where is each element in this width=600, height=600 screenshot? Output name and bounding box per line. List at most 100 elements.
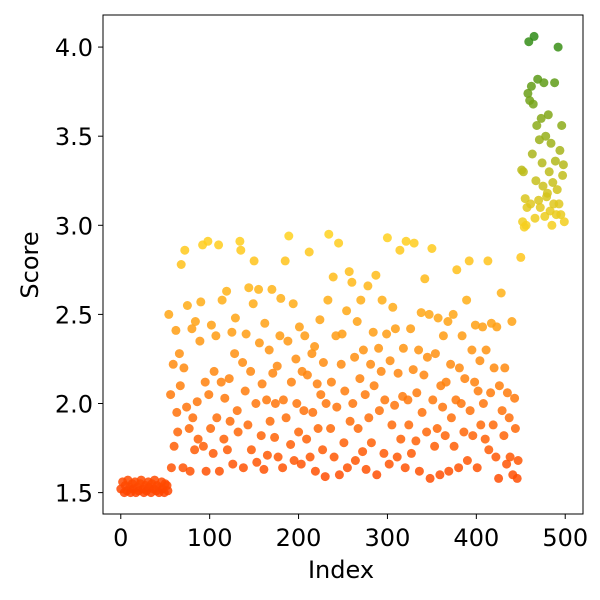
data-point [252, 457, 262, 467]
data-point [553, 42, 563, 52]
data-point [286, 377, 296, 387]
data-point [419, 370, 429, 380]
data-point [414, 466, 424, 476]
data-point [371, 270, 381, 280]
data-point [294, 427, 304, 437]
data-point [291, 354, 301, 364]
data-point [456, 399, 466, 408]
data-point [484, 445, 494, 455]
data-point [342, 306, 352, 316]
data-point [430, 441, 440, 451]
data-point [454, 463, 464, 473]
data-point [203, 236, 213, 246]
data-point [320, 472, 330, 482]
data-point [534, 195, 544, 205]
data-point [380, 395, 390, 405]
data-point [305, 452, 315, 462]
data-point [312, 379, 322, 389]
data-point [444, 466, 454, 476]
data-point [216, 377, 226, 387]
data-point [470, 320, 480, 330]
data-point [366, 438, 376, 448]
data-point [481, 345, 491, 355]
data-point [344, 267, 354, 277]
data-point [232, 406, 242, 416]
data-point [241, 329, 251, 339]
data-point [249, 256, 259, 266]
data-point [505, 452, 515, 462]
data-point [364, 413, 374, 423]
data-point [427, 244, 437, 253]
data-point [472, 463, 482, 473]
data-point [492, 322, 502, 332]
data-point [400, 463, 410, 473]
data-point [257, 379, 267, 389]
data-point [299, 406, 309, 416]
data-point [339, 438, 349, 448]
data-point [377, 295, 387, 305]
data-point [219, 434, 229, 444]
data-point [310, 466, 320, 476]
data-point [382, 233, 392, 243]
data-point [546, 138, 556, 148]
data-point [286, 440, 296, 449]
data-point [265, 416, 275, 426]
data-point [369, 381, 379, 391]
data-point [321, 399, 331, 408]
data-point [547, 220, 557, 230]
data-point [372, 470, 382, 480]
data-point [310, 342, 320, 351]
data-point [510, 424, 520, 433]
data-point [424, 309, 434, 319]
data-point [454, 363, 464, 373]
data-point [176, 260, 186, 269]
data-point [527, 149, 537, 159]
data-point [208, 448, 218, 458]
y-tick-label: 2.5 [55, 301, 93, 329]
data-point [438, 331, 448, 341]
data-point [192, 397, 202, 407]
data-point [164, 309, 174, 319]
data-point [384, 459, 394, 469]
data-point [542, 188, 552, 198]
data-point [489, 363, 499, 373]
data-point [307, 349, 317, 359]
data-point [174, 349, 184, 359]
data-point [499, 431, 509, 441]
data-point [225, 416, 235, 426]
data-point [462, 456, 472, 465]
data-point [502, 459, 512, 469]
data-point [528, 99, 538, 109]
y-axis: 1.5 2.0 2.5 3.0 3.5 4.0 [55, 34, 103, 508]
data-point [182, 301, 192, 310]
data-point [187, 324, 197, 334]
data-point [379, 448, 389, 458]
data-point [323, 295, 333, 305]
data-point [358, 447, 368, 457]
data-point [212, 413, 222, 423]
data-point [230, 349, 240, 359]
data-point [324, 229, 334, 239]
data-point [497, 406, 507, 416]
data-point [355, 374, 365, 384]
data-point [513, 456, 523, 465]
data-point [385, 356, 395, 366]
data-point [193, 434, 203, 444]
data-point [172, 407, 182, 417]
data-point [446, 413, 456, 423]
plot-frame [102, 14, 584, 515]
data-point [494, 381, 504, 391]
x-tick-label: 500 [542, 524, 588, 552]
data-point [500, 363, 510, 373]
data-point [496, 288, 506, 298]
data-point [315, 315, 325, 325]
data-point [289, 456, 299, 465]
data-point [278, 463, 288, 473]
data-point [178, 463, 188, 473]
x-axis: 0 100 200 300 400 500 [113, 514, 588, 552]
data-point [486, 388, 496, 398]
data-point [163, 486, 173, 496]
data-point [420, 274, 430, 284]
data-point [507, 317, 517, 326]
